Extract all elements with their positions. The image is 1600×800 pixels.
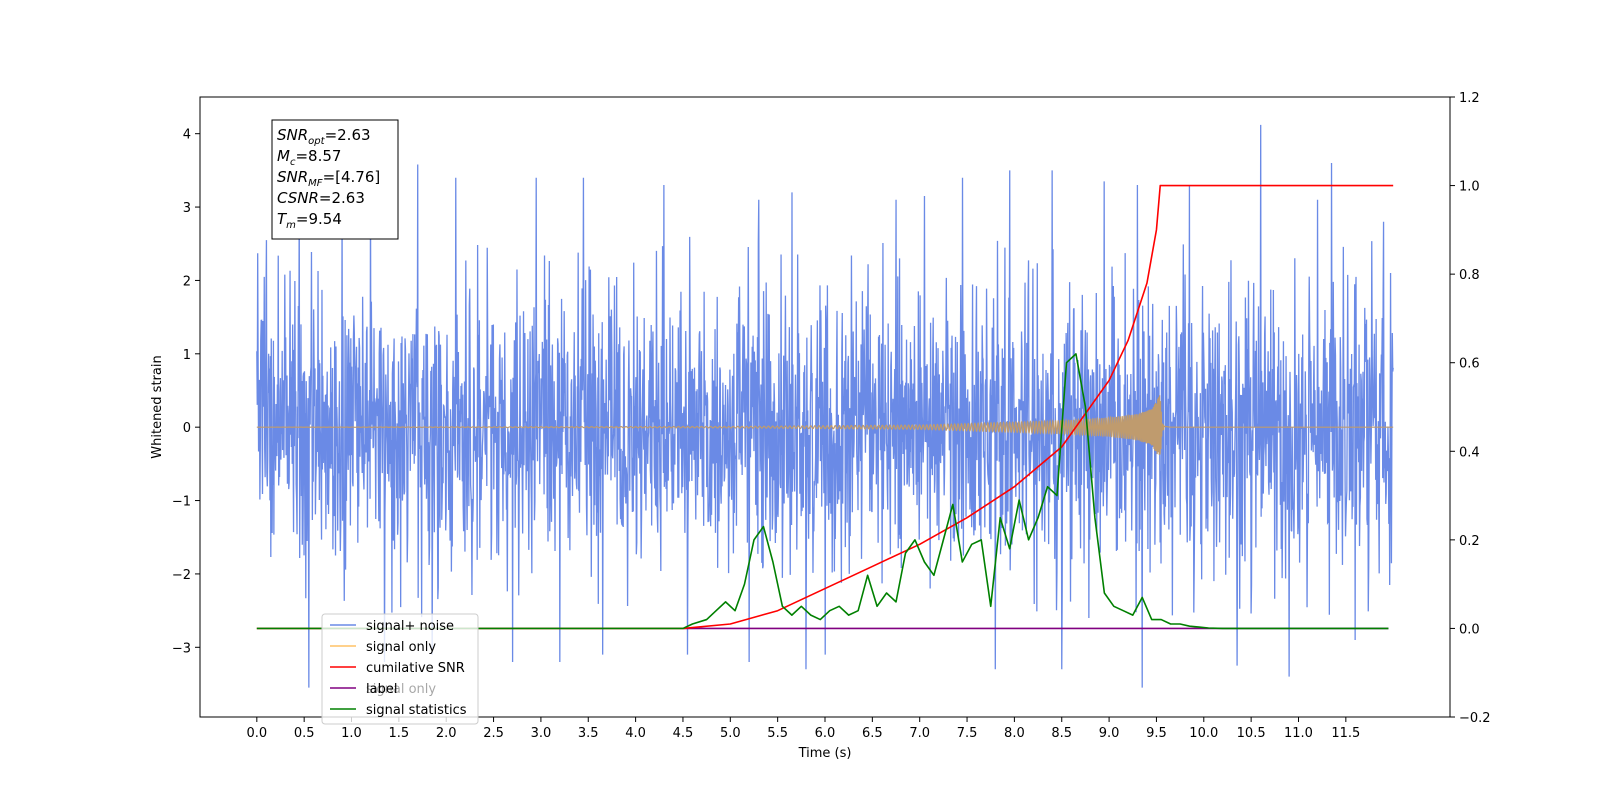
x-tick-label: 7.0: [909, 726, 930, 741]
y2-tick-label: 0.4: [1459, 445, 1480, 460]
x-tick-label: 8.5: [1051, 726, 1072, 741]
annotation-subscript: m: [286, 220, 296, 231]
y2-tick-label: 0.8: [1459, 268, 1480, 283]
x-tick-label: 11.5: [1331, 726, 1360, 741]
y-tick-label: 0: [183, 421, 191, 436]
y2-tick-label: 1.2: [1459, 91, 1480, 106]
legend-label: signal+ noise: [366, 619, 454, 634]
annotation-line: Tm=9.54: [277, 210, 342, 231]
x-tick-label: 10.0: [1189, 726, 1218, 741]
series-signal-statistics: [256, 353, 1389, 630]
x-tick-label: 9.5: [1146, 726, 1167, 741]
x-axis: 0.0 0.5 1.0 1.5 2.0 2.5 3.0 3.5 4.0 4.5 5.0 5.5 6.0 6…: [246, 717, 1360, 741]
annotation-line: CSNR=2.63: [277, 189, 365, 207]
legend-ghost-label: signal only: [366, 682, 436, 697]
x-tick-label: 4.0: [625, 726, 646, 741]
annotation-subscript: MF: [308, 178, 323, 189]
x-tick-label: 10.5: [1237, 726, 1266, 741]
x-tick-label: 3.5: [578, 726, 599, 741]
y2-tick-label: 0.2: [1459, 534, 1480, 549]
annotation-symbol: CSNR: [277, 189, 319, 207]
annotation-symbol: SNR: [277, 168, 308, 186]
y-axis-left: −3 −2 −1 0 1 2 3 4: [172, 128, 200, 656]
annotation-symbol: M: [277, 147, 290, 165]
x-tick-label: 7.5: [957, 726, 978, 741]
x-tick-label: 2.5: [483, 726, 504, 741]
annotation-value: =8.57: [295, 147, 341, 165]
annotation-symbol: SNR: [277, 126, 308, 144]
annotation-value: =2.63: [325, 126, 371, 144]
x-tick-label: 2.0: [436, 726, 457, 741]
y-tick-label: 2: [183, 274, 191, 289]
legend-label: label: [366, 682, 397, 697]
legend-label: signal statistics: [366, 703, 467, 718]
y2-tick-label: −0.2: [1459, 711, 1491, 726]
y2-tick-label: 0.6: [1459, 357, 1480, 372]
plot-area: [256, 124, 1394, 688]
annotation-line: SNRMF=[4.76]: [277, 168, 380, 189]
annotation-value: =[4.76]: [323, 168, 381, 186]
x-tick-label: 4.5: [673, 726, 694, 741]
legend-label: signal only: [366, 640, 436, 655]
legend-frame: [321, 613, 479, 725]
annotation-value: =2.63: [319, 189, 365, 207]
x-tick-label: 1.0: [341, 726, 362, 741]
x-tick-label: 5.5: [767, 726, 788, 741]
y2-tick-label: 0.0: [1459, 622, 1480, 637]
y-tick-label: 4: [183, 128, 191, 143]
annotation-subscript: c: [290, 157, 296, 168]
stats-annotation-box: SNRopt=2.63Mc=8.57SNRMF=[4.76]CSNR=2.63T…: [271, 119, 399, 240]
legend-label: cumilative SNR: [366, 661, 465, 676]
x-tick-label: 1.5: [389, 726, 410, 741]
x-tick-label: 6.5: [862, 726, 883, 741]
x-tick-label: 0.5: [294, 726, 315, 741]
annotation-symbol: T: [277, 210, 288, 228]
y-tick-label: −2: [172, 568, 191, 583]
x-tick-label: 5.0: [720, 726, 741, 741]
y-tick-label: 3: [183, 201, 191, 216]
annotation-box-frame: [271, 119, 399, 240]
y-tick-label: −1: [172, 495, 191, 510]
y-axis-right: −0.2 0.0 0.2 0.4 0.6 0.8 1.0 1.2: [1450, 91, 1491, 726]
legend: signal+ noise signal only cumilative SNR la…: [321, 613, 479, 725]
x-tick-label: 3.0: [531, 726, 552, 741]
y-tick-label: −3: [172, 641, 191, 656]
y-tick-label: 1: [183, 348, 191, 363]
series-cumilative-snr: [256, 184, 1394, 630]
annotation-value: =9.54: [296, 210, 342, 228]
x-tick-label: 8.0: [1004, 726, 1025, 741]
annotation-line: SNRopt=2.63: [277, 126, 371, 147]
x-axis-label: Time (s): [798, 746, 852, 761]
x-tick-label: 11.0: [1284, 726, 1313, 741]
annotation-subscript: opt: [308, 136, 325, 147]
y-axis-label: Whitened strain: [150, 355, 165, 458]
x-tick-label: 0.0: [246, 726, 267, 741]
x-tick-label: 6.0: [815, 726, 836, 741]
y2-tick-label: 1.0: [1459, 180, 1480, 195]
series-signal-noise: [256, 124, 1394, 688]
x-tick-label: 9.0: [1099, 726, 1120, 741]
annotation-line: Mc=8.57: [277, 147, 341, 168]
series-signal-only: [256, 395, 1394, 455]
